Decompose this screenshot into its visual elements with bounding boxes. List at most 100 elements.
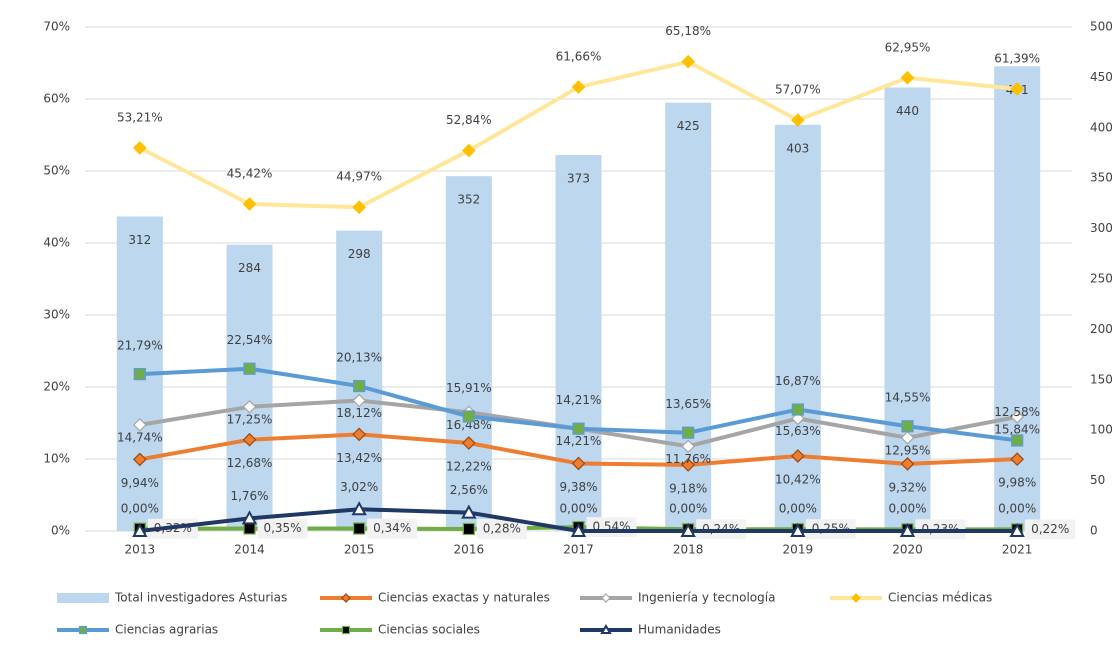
data-label: 9,18% [669, 481, 707, 495]
legend-label: Ciencias sociales [378, 623, 480, 637]
data-label: 53,21% [117, 110, 163, 124]
y2-tick-label: 150 [1090, 372, 1112, 386]
y-tick-label: 30% [43, 308, 70, 322]
y2-tick-label: 450 [1090, 70, 1112, 84]
data-label: 21,79% [117, 339, 163, 353]
marker [572, 422, 585, 435]
data-label: 14,55% [885, 391, 931, 405]
data-label: 52,84% [446, 113, 492, 127]
x-tick-label: 2013 [125, 543, 156, 557]
x-tick-label: 2014 [234, 543, 265, 557]
marker [681, 458, 696, 472]
marker [132, 141, 147, 155]
data-label: 15,84% [994, 422, 1040, 436]
y-tick-label: 60% [43, 92, 70, 106]
data-label: 0,00% [888, 502, 926, 516]
data-label: 9,94% [121, 476, 159, 490]
marker [901, 420, 914, 433]
legend-item: Ingeniería y tecnología [580, 591, 775, 605]
marker [790, 449, 805, 463]
marker [1010, 452, 1025, 466]
marker [570, 522, 587, 537]
legend-label: Humanidades [638, 623, 721, 637]
data-label: 12,95% [885, 443, 931, 457]
marker [352, 393, 367, 408]
data-label: 14,21% [556, 393, 602, 407]
marker [899, 522, 916, 537]
data-label: 0,00% [559, 502, 597, 516]
data-label: 0,00% [669, 502, 707, 516]
marker [341, 593, 351, 603]
marker [571, 80, 586, 94]
data-label: 61,66% [556, 50, 602, 64]
marker [132, 452, 147, 467]
data-label: 62,95% [885, 40, 931, 54]
marker [241, 510, 258, 525]
data-label: 2,56% [450, 483, 488, 497]
data-label: 0,00% [998, 502, 1036, 516]
marker [132, 418, 147, 432]
legend-item: Ciencias médicas [830, 591, 992, 605]
marker [1010, 82, 1025, 96]
data-label: 0,23% [921, 522, 959, 536]
bar-value-label: 312 [128, 233, 151, 247]
marker [790, 522, 806, 537]
y-tick-label: 10% [43, 452, 70, 466]
bar-value-label: 352 [457, 193, 480, 207]
data-label: 57,07% [775, 83, 821, 97]
data-label: 1,76% [230, 489, 268, 503]
marker [851, 593, 861, 603]
legend-item: Ciencias sociales [320, 623, 480, 637]
data-label: 20,13% [336, 351, 382, 365]
marker [681, 54, 696, 69]
y2-tick-label: 100 [1090, 423, 1112, 437]
x-tick-label: 2020 [892, 543, 923, 557]
marker [132, 522, 148, 537]
legend-label: Ciencias exactas y naturales [378, 591, 550, 605]
data-label: 16,87% [775, 374, 821, 388]
data-label: 15,63% [775, 424, 821, 438]
data-label: 0,28% [483, 521, 521, 535]
data-label: 44,97% [336, 170, 382, 184]
marker [353, 522, 366, 535]
marker [353, 379, 366, 393]
bar-value-label: 373 [567, 172, 590, 186]
marker [352, 427, 367, 442]
marker [351, 501, 367, 516]
data-label: 0,00% [779, 502, 817, 516]
marker [1010, 410, 1025, 424]
data-label: 12,58% [994, 405, 1040, 419]
marker [600, 623, 612, 634]
data-label: 65,18% [665, 24, 711, 38]
marker [461, 436, 476, 450]
data-label: 9,98% [998, 476, 1036, 490]
legend-item: Humanidades [580, 623, 721, 637]
data-label: 9,32% [888, 480, 926, 494]
marker [790, 113, 805, 127]
y2-tick-label: 350 [1090, 171, 1112, 185]
bar [226, 244, 273, 531]
x-tick-label: 2018 [673, 543, 704, 557]
marker [133, 368, 146, 381]
series-1: 9,94% 12,68% 13,42% 12,22% 9,38% 9,18% 10,42% 9… [121, 427, 1036, 495]
marker [1009, 522, 1025, 537]
label-box [257, 518, 308, 539]
series-6: 0,00% 1,76% 3,02% 2,56% 0,00% 0,00% 0,00% 0,00%… [121, 480, 1036, 537]
marker [900, 430, 915, 445]
series-5: 0,32% 0,35% 0,34% 0,28% 0,54% 0,24% 0,25% 0,23%… [133, 517, 1076, 540]
y2-tick-label: 0 [1090, 524, 1098, 538]
marker [900, 457, 915, 471]
marker [461, 143, 476, 158]
bar [555, 155, 602, 532]
marker [242, 432, 257, 447]
legend-item: Total investigadores Asturias [57, 591, 287, 605]
data-label: 16,48% [446, 418, 492, 432]
marker [461, 504, 477, 519]
data-label: 11,76% [665, 452, 711, 466]
data-label: 17,25% [227, 412, 273, 426]
y2-tick-label: 500 [1090, 20, 1112, 34]
marker [601, 593, 611, 603]
data-label: 18,12% [336, 406, 382, 420]
marker [462, 522, 475, 536]
bar-value-label: 298 [348, 247, 371, 261]
